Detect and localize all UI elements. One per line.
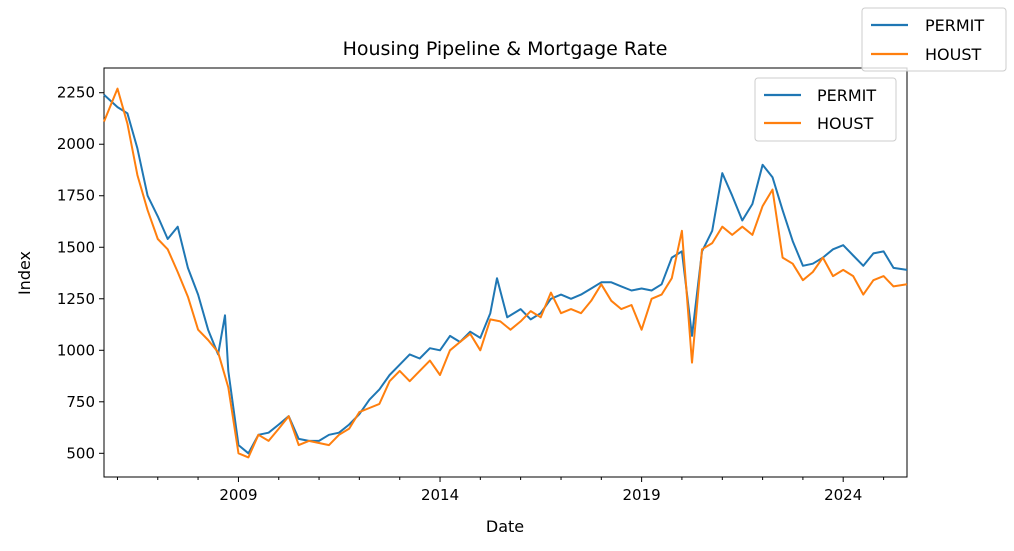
y-tick-label: 2250 (57, 84, 95, 102)
x-tick-label: 2024 (824, 486, 862, 504)
x-tick-label: 2009 (219, 486, 257, 504)
series-lines (103, 87, 908, 459)
series-line-permit (103, 94, 908, 455)
legend-inner-label-houst: HOUST (817, 114, 873, 133)
y-tick-label: 1500 (57, 238, 95, 256)
x-tick-label: 2019 (623, 486, 661, 504)
y-tick-label: 750 (66, 393, 95, 411)
legend-outer: PERMIT HOUST (861, 7, 1007, 72)
legend-outer-box (861, 7, 1007, 72)
y-tick-label: 1000 (57, 341, 95, 359)
x-axis: 2009 2014 2019 2024 (116, 477, 885, 504)
legend-inner-box (754, 77, 897, 142)
y-tick-label: 500 (66, 444, 95, 462)
y-tick-label: 1250 (57, 290, 95, 308)
legend-inner: PERMIT HOUST (754, 77, 897, 142)
chart-title: Housing Pipeline & Mortgage Rate (343, 38, 668, 60)
legend-outer-label-houst: HOUST (925, 45, 981, 64)
series-line-houst (103, 87, 908, 459)
y-axis: 500 750 1000 1250 1500 1750 2000 2250 (57, 84, 104, 462)
x-tick-label: 2014 (421, 486, 459, 504)
x-axis-label: Date (486, 517, 524, 536)
legend-inner-label-permit: PERMIT (817, 86, 876, 105)
y-tick-label: 1750 (57, 187, 95, 205)
legend-outer-label-permit: PERMIT (925, 16, 984, 35)
y-tick-label: 2000 (57, 135, 95, 153)
y-axis-label: Index (15, 251, 34, 295)
